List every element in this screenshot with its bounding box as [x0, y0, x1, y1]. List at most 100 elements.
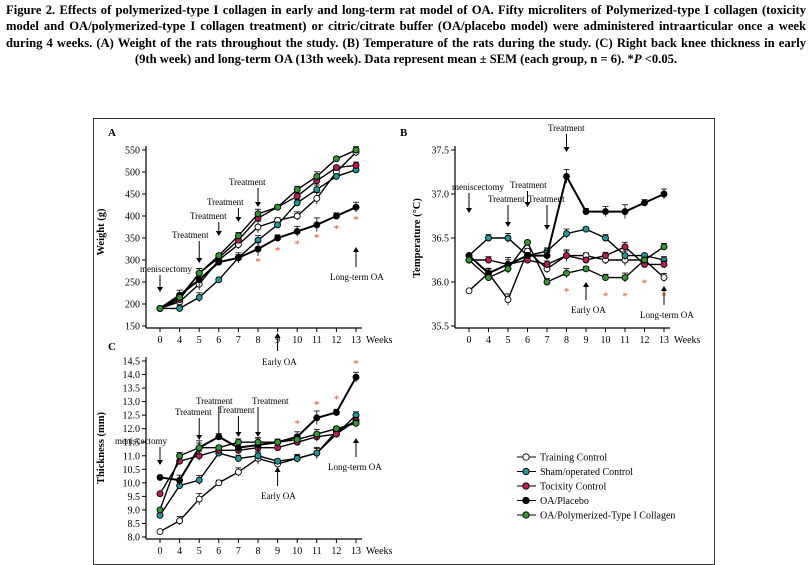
series-point-2: [156, 490, 164, 498]
annotation-label: Long-term OA: [328, 462, 382, 472]
annotation-arrow-head: [583, 282, 589, 287]
series-point-1: [176, 304, 184, 312]
legend-marker: [522, 453, 530, 461]
annotation-label: Treatment: [190, 211, 227, 221]
series-point-0: [215, 479, 223, 487]
series-point-4: [176, 293, 184, 301]
annotation-arrow-head: [157, 287, 163, 292]
series-point-4: [195, 269, 203, 277]
series-point-3: [582, 208, 590, 216]
annotation-label: menisceсtomy: [115, 436, 167, 446]
x-tick-label: 11: [312, 546, 322, 557]
panel-label-B: B: [400, 127, 408, 139]
annotation-label: Long-term OA: [330, 272, 384, 282]
series-point-3: [602, 208, 609, 216]
x-tick-label: 10: [292, 335, 302, 346]
annotation-arrow-head: [274, 467, 281, 472]
series-point-2: [621, 243, 629, 251]
x-tick-label: 6: [216, 546, 221, 557]
series-point-4: [274, 438, 282, 446]
series-point-3: [274, 234, 282, 242]
annotation-label: Long-term OA: [640, 310, 694, 320]
series-point-4: [313, 430, 321, 438]
series-point-4: [582, 265, 590, 273]
y-tick-label: 500: [125, 168, 140, 179]
series-point-4: [234, 232, 242, 240]
series-point-4: [621, 274, 629, 282]
y-tick-label: 36.0: [432, 278, 450, 289]
annotation-label: menisceсtomy: [452, 182, 504, 192]
series-line-0: [159, 419, 357, 533]
legend-marker: [522, 467, 530, 476]
significance-asterisk: *: [294, 238, 300, 250]
series-point-1: [582, 225, 590, 233]
series-point-4: [293, 436, 301, 443]
significance-asterisk: *: [622, 291, 628, 303]
y-tick-label: 8.5: [128, 519, 141, 530]
series-point-0: [156, 528, 164, 536]
series-point-4: [504, 265, 512, 273]
annotation-arrow-head: [353, 438, 359, 443]
significance-asterisk: *: [334, 223, 340, 235]
series-point-4: [313, 172, 321, 180]
series-point-3: [332, 408, 340, 416]
annotation-label: Early OA: [261, 491, 296, 501]
series-point-0: [293, 212, 301, 220]
series-point-0: [465, 287, 473, 295]
y-tick-label: 400: [125, 212, 140, 223]
series-point-1: [293, 455, 301, 462]
series-point-1: [274, 457, 282, 465]
x-tick-label: 13: [351, 546, 361, 557]
series-point-4: [332, 425, 340, 433]
series-point-3: [524, 252, 531, 260]
caption-lead: Figure 2. Effects of polymerized-type I …: [6, 3, 806, 67]
annotation-arrow-head: [196, 435, 203, 440]
significance-asterisk: *: [314, 399, 320, 411]
y-tick-label: 550: [125, 146, 140, 157]
series-point-2: [332, 164, 340, 172]
panel-label-A: A: [108, 127, 116, 139]
annotation-label: Treatment: [488, 194, 525, 204]
series-point-4: [352, 419, 360, 427]
y-tick-label: 9.5: [128, 492, 141, 503]
series-point-1: [195, 293, 203, 301]
series-point-0: [660, 274, 668, 282]
series-point-1: [215, 276, 223, 284]
series-point-0: [504, 296, 512, 304]
annotation-label: Treatment: [196, 396, 233, 406]
series-point-3: [293, 227, 301, 235]
series-point-4: [254, 438, 262, 446]
x-tick-label: 6: [525, 335, 530, 346]
series-point-0: [234, 468, 242, 476]
series-point-1: [504, 234, 512, 242]
y-tick-label: 8.0: [128, 533, 141, 544]
x-tick-label: 8: [256, 546, 261, 557]
annotation-arrow-head: [524, 202, 531, 207]
series-point-1: [332, 172, 340, 180]
series-point-2: [563, 252, 570, 260]
legend-label: Sham/operated Control: [540, 467, 633, 478]
series-point-1: [254, 452, 262, 460]
significance-asterisk: *: [275, 245, 281, 257]
annotation-arrow-head: [255, 202, 261, 207]
series-point-1: [234, 455, 242, 462]
annotation-arrow-head: [235, 217, 242, 222]
annotation-label: Treatment: [528, 194, 565, 204]
x-tick-label: 0: [158, 546, 163, 557]
series-point-3: [660, 190, 668, 198]
significance-asterisk: *: [564, 286, 570, 298]
y-tick-label: 10.5: [123, 465, 141, 476]
x-tick-label: 7: [236, 335, 241, 346]
y-tick-label: 12.0: [123, 424, 141, 435]
legend-marker: [522, 496, 530, 505]
series-point-3: [543, 252, 551, 260]
series-point-0: [254, 223, 262, 231]
series-point-1: [293, 199, 301, 207]
series-point-2: [485, 256, 492, 264]
legend-label: OA/Placebo: [540, 496, 589, 507]
x-tick-label: 4: [177, 546, 182, 557]
annotation-label: Treatment: [218, 405, 255, 415]
series-point-4: [332, 155, 340, 163]
annotation-label: Treatment: [510, 180, 547, 190]
